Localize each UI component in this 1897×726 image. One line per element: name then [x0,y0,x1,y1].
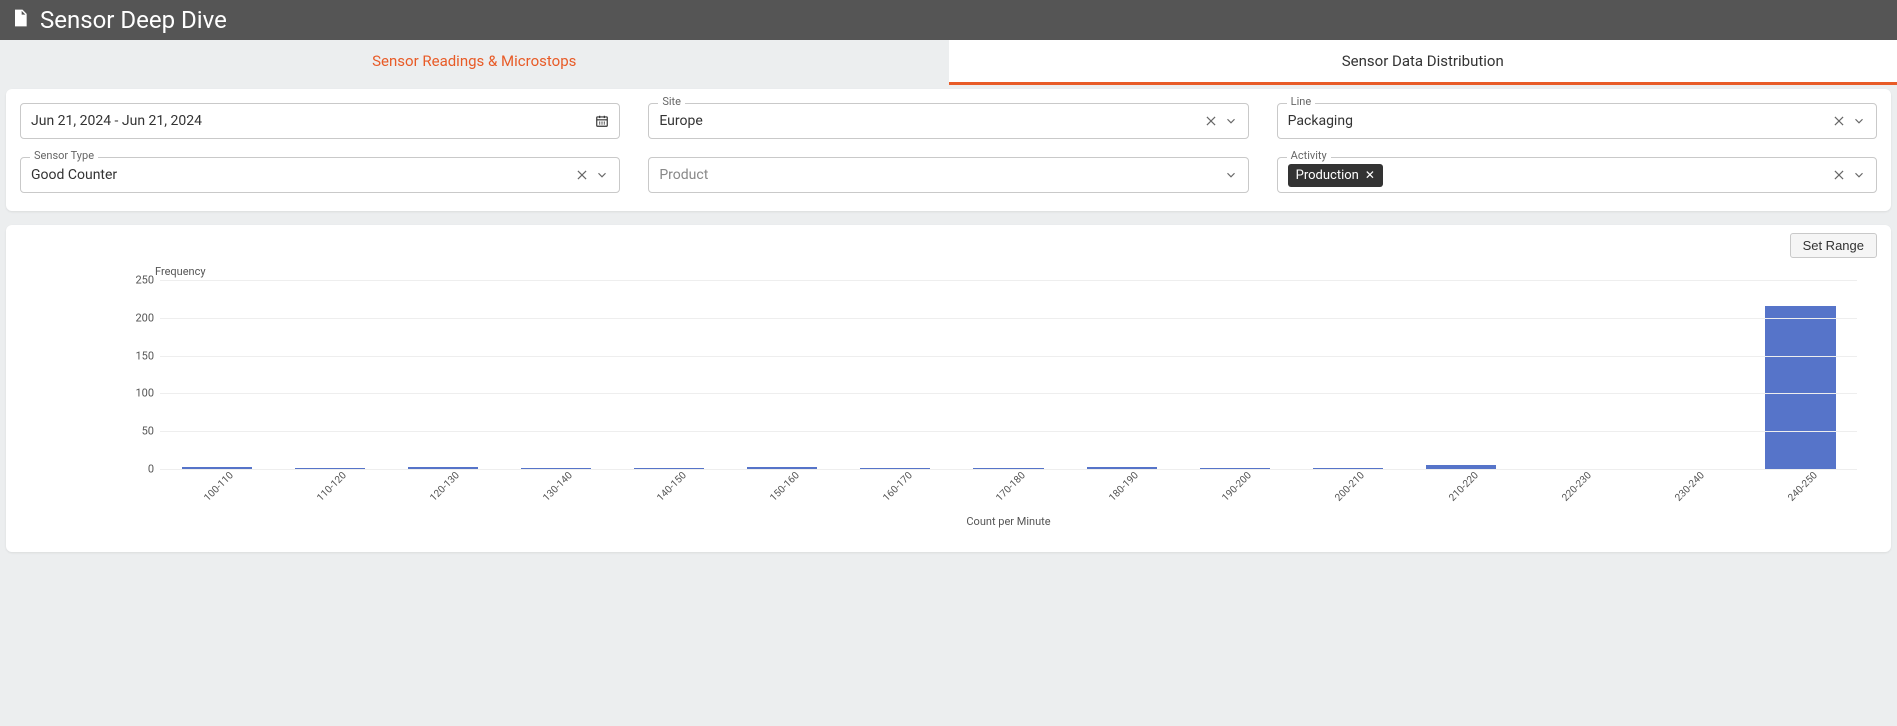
activity-chips: Production✕ [1288,164,1383,187]
product-placeholder: Product [659,167,708,183]
bar-slot [613,280,726,469]
tabs: Sensor Readings & Microstops Sensor Data… [0,40,1897,85]
y-axis-title: Frequency [155,265,1857,278]
date-range-input[interactable]: Jun 21, 2024 - Jun 21, 2024 [20,103,620,139]
activity-field-wrap: Activity Production✕ [1277,157,1877,193]
bar-slot [726,280,839,469]
bar-slot [1291,280,1404,469]
sensor-type-label: Sensor Type [30,149,98,162]
site-label: Site [658,95,685,108]
chart-area: Frequency 050100150200250 100-110110-120… [20,265,1877,528]
sensor-type-field-wrap: Sensor Type Good Counter [20,157,620,193]
y-tick: 0 [126,463,154,476]
activity-select[interactable]: Production✕ [1277,157,1877,193]
calendar-icon[interactable] [595,114,609,128]
bar [1765,306,1835,469]
bar-slot [499,280,612,469]
page-title: Sensor Deep Dive [40,6,227,34]
bar-slot [839,280,952,469]
bar-slot [1178,280,1291,469]
date-range-field-wrap: Jun 21, 2024 - Jun 21, 2024 [20,103,620,139]
site-value: Europe [659,113,702,129]
sensor-type-select[interactable]: Good Counter [20,157,620,193]
chevron-down-icon[interactable] [595,168,609,182]
x-ticks: 100-110110-120120-130130-140140-150150-1… [160,476,1857,487]
y-tick: 150 [126,349,154,362]
bar-slot [1518,280,1631,469]
set-range-button[interactable]: Set Range [1790,233,1877,258]
bar-slot [1744,280,1857,469]
date-range-value: Jun 21, 2024 - Jun 21, 2024 [31,113,202,129]
product-select[interactable]: Product [648,157,1248,193]
activity-label: Activity [1287,149,1331,162]
chevron-down-icon[interactable] [1852,168,1866,182]
filters-card: Jun 21, 2024 - Jun 21, 2024 Site Europe … [6,89,1891,211]
y-tick: 50 [126,425,154,438]
bar-slot [160,280,273,469]
clear-icon[interactable] [1204,114,1218,128]
y-tick: 100 [126,387,154,400]
chevron-down-icon[interactable] [1224,168,1238,182]
activity-chip[interactable]: Production✕ [1288,164,1383,187]
y-tick: 200 [126,311,154,324]
bar-slot [1065,280,1178,469]
y-tick: 250 [126,274,154,287]
chip-remove-icon[interactable]: ✕ [1365,168,1375,182]
chart-plot: 050100150200250 [160,280,1857,470]
app-header: Sensor Deep Dive [0,0,1897,40]
line-select[interactable]: Packaging [1277,103,1877,139]
site-select[interactable]: Europe [648,103,1248,139]
clear-icon[interactable] [1832,168,1846,182]
chevron-down-icon[interactable] [1852,114,1866,128]
chart-card: Set Range Frequency 050100150200250 100-… [6,225,1891,552]
bar-slot [1631,280,1744,469]
site-field-wrap: Site Europe [648,103,1248,139]
tab-sensor-readings[interactable]: Sensor Readings & Microstops [0,40,949,85]
clear-icon[interactable] [1832,114,1846,128]
chart-bars [160,280,1857,469]
line-field-wrap: Line Packaging [1277,103,1877,139]
tab-sensor-distribution[interactable]: Sensor Data Distribution [949,40,1897,85]
clear-icon[interactable] [575,168,589,182]
bar-slot [952,280,1065,469]
line-label: Line [1287,95,1316,108]
sensor-type-value: Good Counter [31,167,117,183]
bar-slot [273,280,386,469]
document-icon [10,8,30,32]
bar-slot [386,280,499,469]
product-field-wrap: Product [648,157,1248,193]
line-value: Packaging [1288,113,1353,129]
chevron-down-icon[interactable] [1224,114,1238,128]
bar-slot [1405,280,1518,469]
